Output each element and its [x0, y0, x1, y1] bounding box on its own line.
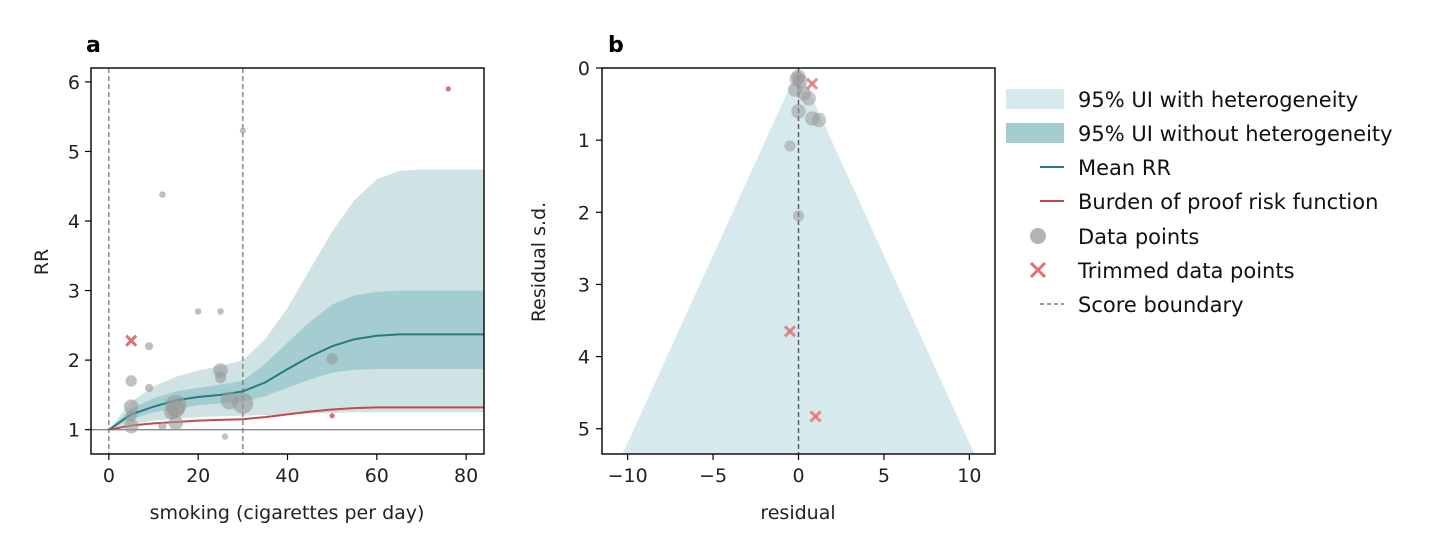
- panel-a-x-axis-label: smoking (cigarettes per day): [150, 502, 425, 524]
- panel-a-x-ticks: 0 20 40 60 80: [103, 454, 478, 487]
- trimmed-point-stroke-b: [125, 334, 138, 347]
- legend: 95% UI with heterogeneity 95% UI without…: [1006, 88, 1393, 317]
- panel-a-x-tick-label-0: 0: [103, 465, 115, 487]
- panel-b-x-tick-label-0: −10: [608, 465, 648, 487]
- data-point-16: [221, 433, 229, 440]
- data-point-11: [166, 399, 185, 418]
- panel-a-x-tick-label-2: 40: [275, 465, 299, 487]
- panel-b-y-tick-label-5: 5: [578, 419, 590, 441]
- legend-label-data-points: Data points: [1078, 225, 1199, 249]
- residual-point-9: [784, 140, 796, 152]
- data-point-13: [217, 308, 224, 315]
- legend-swatch-data-points: [1030, 228, 1046, 244]
- panel-b-plot-area: [622, 68, 975, 454]
- panel-b-x-axis-label: residual: [760, 502, 835, 524]
- trimmed-point-2: [445, 86, 451, 92]
- panel-b-y-tick-label-4: 4: [578, 347, 590, 369]
- residual-point-5: [801, 91, 816, 106]
- trimmed-point-0: [125, 334, 138, 347]
- data-point-3: [125, 375, 137, 387]
- panel-b-y-ticks: 0 1 2 3 4 5: [578, 58, 602, 441]
- legend-label-score-boundary: Score boundary: [1078, 293, 1244, 317]
- legend-label-burden-of-proof: Burden of proof risk function: [1078, 190, 1378, 214]
- panel-a-y-tick-label-3: 4: [68, 211, 80, 233]
- panel-a-y-tick-label-2: 3: [68, 281, 80, 303]
- legend-label-ui-with-heterogeneity: 95% UI with heterogeneity: [1078, 88, 1358, 112]
- residual-point-6: [791, 104, 806, 119]
- trimmed-point-1: [329, 413, 335, 419]
- data-point-20: [326, 353, 338, 365]
- panel-a-x-tick-label-4: 80: [454, 465, 478, 487]
- panel-b-y-tick-label-3: 3: [578, 274, 590, 296]
- panel-b: b −10 −5 0 5 10 0 1 2 3 4 5 residual Residual s.d…: [528, 33, 996, 524]
- panel-b-y-tick-label-0: 0: [578, 58, 590, 80]
- panel-b-y-tick-label-2: 2: [578, 202, 590, 224]
- residual-point-10: [792, 210, 805, 222]
- panel-b-y-tick-label-1: 1: [578, 130, 590, 152]
- panel-a-y-tick-label-0: 1: [68, 420, 80, 442]
- trimmed-residual-point-2: [809, 410, 822, 423]
- legend-swatch-trimmed-points: [1029, 261, 1047, 279]
- panel-b-x-tick-label-4: 10: [957, 465, 981, 487]
- panel-a: a 0 20 40 60 80 1 2 3 4 5 6 smoking (cigarettes p…: [31, 33, 485, 524]
- legend-label-trimmed-points: Trimmed data points: [1077, 259, 1295, 283]
- legend-label-mean-rr: Mean RR: [1078, 156, 1171, 180]
- panel-b-label: b: [608, 33, 624, 58]
- data-point-4: [144, 342, 154, 351]
- data-point-0: [123, 418, 139, 434]
- trimmed-residual-point-1: [783, 325, 797, 338]
- data-point-2: [123, 399, 139, 415]
- data-point-6: [159, 191, 166, 198]
- panel-a-y-tick-label-5: 6: [68, 72, 80, 94]
- legend-swatch-ui-without-heterogeneity: [1006, 123, 1064, 143]
- trimmed-residual-stroke-b: [809, 410, 822, 423]
- panel-b-x-ticks: −10 −5 0 5 10: [608, 454, 981, 487]
- panel-b-series-group: [622, 68, 975, 454]
- data-point-10: [168, 415, 184, 431]
- data-point-18: [232, 392, 254, 414]
- panel-a-series-group: [91, 68, 484, 454]
- panel-b-x-tick-label-2: 0: [792, 465, 804, 487]
- panel-a-x-tick-label-1: 20: [186, 465, 210, 487]
- data-point-7: [158, 422, 167, 431]
- legend-label-ui-without-heterogeneity: 95% UI without heterogeneity: [1078, 122, 1393, 146]
- data-point-15: [214, 371, 227, 384]
- data-point-5: [144, 383, 154, 393]
- residual-point-8: [811, 112, 827, 128]
- panel-a-y-tick-label-4: 5: [68, 141, 80, 163]
- panel-b-x-tick-label-1: −5: [699, 465, 727, 487]
- data-point-19: [239, 127, 246, 134]
- panel-a-label: a: [86, 33, 101, 58]
- panel-a-y-axis-label: RR: [31, 249, 53, 275]
- trimmed-residual-stroke-b: [783, 325, 797, 338]
- data-point-12: [194, 308, 202, 315]
- panel-a-x-tick-label-3: 60: [365, 465, 389, 487]
- legend-swatch-ui-with-heterogeneity: [1006, 89, 1064, 109]
- panel-b-x-tick-label-3: 5: [878, 465, 890, 487]
- panel-a-plot-area: [91, 68, 484, 454]
- trimmed-residual-point-0: [806, 77, 819, 90]
- panel-a-y-tick-label-1: 2: [68, 350, 80, 372]
- trimmed-residual-stroke-b: [806, 77, 819, 90]
- panel-a-y-ticks: 1 2 3 4 5 6: [68, 72, 91, 442]
- panel-b-y-axis-label: Residual s.d.: [528, 202, 550, 322]
- ui-without-heterogeneity-band: [108, 290, 484, 430]
